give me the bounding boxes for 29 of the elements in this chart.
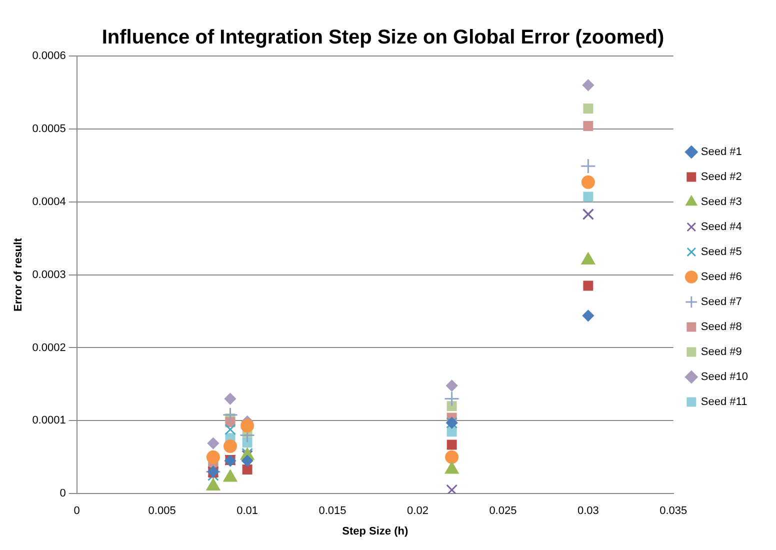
legend-label: Seed #5: [700, 246, 742, 258]
x-tick-label: 0.005: [148, 505, 176, 518]
legend-label: Seed #2: [700, 171, 742, 184]
legend-label: Seed #1: [700, 146, 742, 158]
legend-label: Seed #11: [700, 396, 748, 408]
x-tick-label: 0.01: [236, 505, 258, 518]
chart-title: Influence of Integration Step Size on Global Error (zoomed): [102, 26, 664, 49]
x-tick-label: 0: [74, 505, 80, 518]
x-tick-label: 0.025: [489, 505, 517, 518]
legend-label: Seed #6: [700, 271, 742, 284]
legend-label: Seed #7: [700, 296, 742, 308]
y-tick-label: 0.0006: [32, 50, 66, 62]
legend-label: Seed #10: [700, 371, 748, 384]
y-axis-title: Error of result: [12, 238, 25, 312]
x-tick-label: 0.035: [660, 505, 688, 518]
y-tick-label: 0: [60, 488, 66, 500]
legend-label: Seed #4: [700, 221, 742, 234]
y-tick-label: 0.0005: [32, 122, 66, 135]
y-tick-label: 0.0001: [32, 414, 66, 427]
y-tick-label: 0.0002: [32, 342, 66, 354]
legend-label: Seed #3: [700, 196, 742, 208]
x-tick-label: 0.015: [318, 505, 346, 518]
y-tick-label: 0.0003: [32, 268, 66, 281]
legend-label: Seed #8: [700, 321, 742, 334]
legend-label: Seed #9: [700, 346, 742, 358]
x-axis-title: Step Size (h): [342, 525, 408, 538]
y-tick-label: 0.0004: [32, 196, 66, 208]
x-tick-label: 0.02: [407, 505, 428, 518]
x-tick-label: 0.03: [577, 505, 599, 518]
